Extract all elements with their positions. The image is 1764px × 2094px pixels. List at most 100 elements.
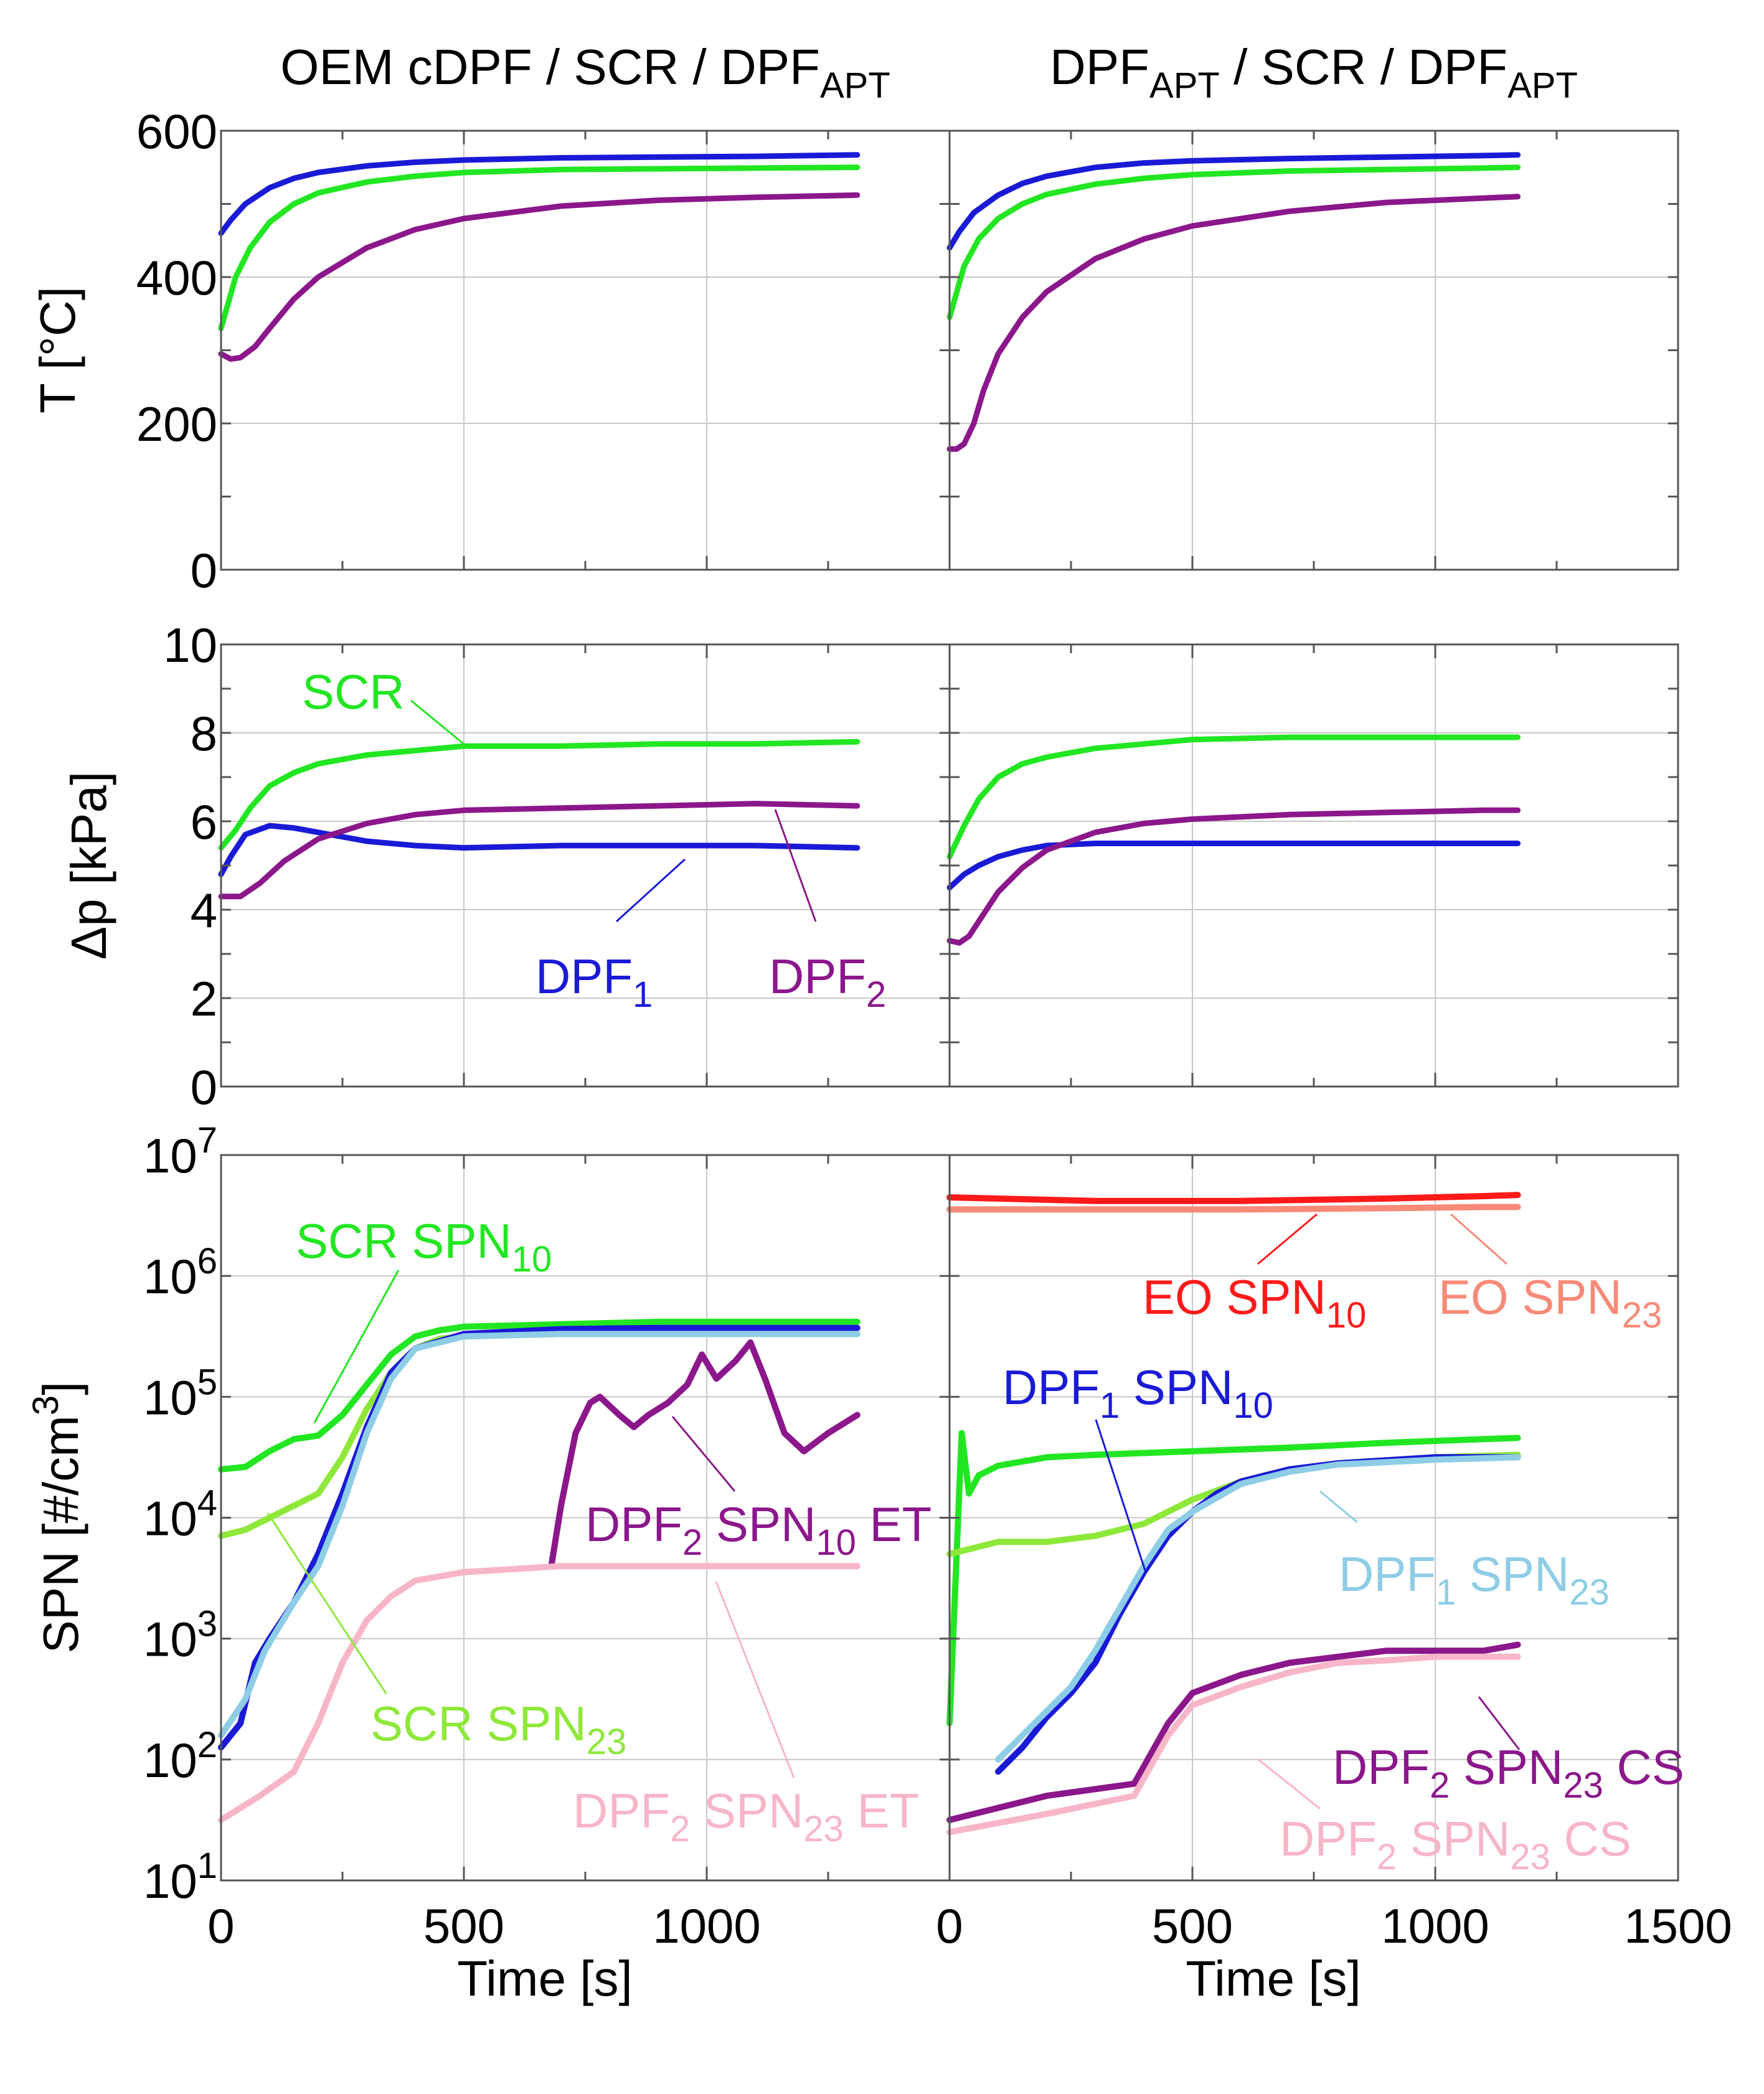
annotation-dpf2-spn23-cs-pink-part-0: DPF xyxy=(1280,1811,1377,1866)
x-tick-label: 1500 xyxy=(1624,1898,1732,1953)
annotation-scr: SCR xyxy=(302,664,405,719)
annotation-scr-spn10-part-0: SCR SPN xyxy=(296,1214,512,1268)
series-line-eo-spn10 xyxy=(946,1192,1521,1204)
annotation-dpf2-spn23-et: DPF2 SPN23 ET xyxy=(573,1783,919,1849)
y-tick-label-part-0: 10 xyxy=(143,1854,197,1908)
y-axis-label-spn-group: SPN [#/cm3] xyxy=(26,1382,88,1654)
leader-scr-spn23 xyxy=(266,1512,387,1694)
y-tick-label: 400 xyxy=(136,250,217,305)
annotation-eo-spn23: EO SPN23 xyxy=(1438,1270,1662,1336)
annotation-scr-spn23: SCR SPN23 xyxy=(370,1696,626,1762)
annotation-scr-part-0: SCR xyxy=(302,664,405,719)
annotation-dpf1-spn10: DPF1 SPN10 xyxy=(1002,1360,1273,1426)
y-axis-label-spn: SPN [#/cm3] xyxy=(26,1382,88,1654)
y-tick-label-part-0: 10 xyxy=(143,1249,197,1304)
x-tick-label: 0 xyxy=(207,1898,234,1953)
series-line-dpf2-spn23-et xyxy=(218,1563,861,1823)
series-line-dpf2 xyxy=(946,194,1521,452)
y-axis-label-spn-part-1: 3 xyxy=(26,1395,66,1415)
series-line-scr-spn23 xyxy=(946,1451,1521,1557)
x-tick-label: 1000 xyxy=(653,1898,761,1953)
y-tick-label-part-1: 6 xyxy=(197,1241,217,1281)
series-line-dpf1-spn23 xyxy=(218,1331,861,1738)
y-tick-label: 106 xyxy=(143,1241,217,1304)
annotation-dpf2-spn23-et-part-1: 2 xyxy=(670,1809,690,1849)
series-line-dpf1 xyxy=(946,841,1521,890)
y-tick-label-part-1: 2 xyxy=(197,1725,217,1765)
y-tick-label: 102 xyxy=(143,1725,217,1788)
annotation-dpf1-part-1: 1 xyxy=(633,974,653,1015)
y-tick-label-part-1: 3 xyxy=(197,1604,217,1644)
series-line-scr xyxy=(946,734,1521,860)
annotation-dpf2-spn23-cs-pink-part-2: SPN xyxy=(1397,1811,1510,1866)
annotation-dpf2-spn10-et-part-0: DPF xyxy=(585,1497,682,1552)
x-tick-label: 1000 xyxy=(1381,1898,1489,1953)
y-tick-label: 101 xyxy=(143,1846,217,1908)
series-line-dpf2-spn23-cs xyxy=(946,1641,1521,1823)
series-line-eo-spn23 xyxy=(946,1204,1521,1213)
annotation-dpf2-spn23-cs-pink-part-4: CS xyxy=(1550,1811,1631,1866)
annotation-dpf1-spn23-part-3: 23 xyxy=(1569,1572,1610,1613)
plot-frame xyxy=(948,643,1679,1088)
title-left-part-0: OEM cDPF / SCR / DPF xyxy=(280,39,820,95)
title-right-part-0: DPF xyxy=(1050,39,1149,95)
y-tick-label: 0 xyxy=(191,543,217,598)
y-tick-label: 105 xyxy=(143,1362,217,1425)
y-tick-label: 200 xyxy=(136,397,217,451)
annotation-dpf2-spn10-et-part-1: 2 xyxy=(682,1522,702,1563)
y-tick-label-part-0: 10 xyxy=(143,1128,197,1183)
series-line-scr-spn10 xyxy=(946,1430,1521,1727)
series-line-dpf1 xyxy=(218,823,861,877)
series-line-dpf2-spn23-cs-pink- xyxy=(946,1653,1521,1836)
annotation-dpf1-spn23-part-0: DPF xyxy=(1339,1547,1436,1601)
y-tick-label: 107 xyxy=(143,1120,217,1183)
leader-eo-spn23 xyxy=(1450,1213,1507,1265)
leader-dpf2-spn23-cs-dark xyxy=(1478,1696,1521,1750)
annotation-dpf2-spn10-et-part-2: SPN xyxy=(702,1497,816,1552)
annotation-dpf2-spn23-et-part-2: SPN xyxy=(690,1783,803,1838)
leader-dpf1-spn23 xyxy=(1319,1490,1358,1524)
y-tick-label-part-0: 10 xyxy=(143,1370,197,1425)
series-line-scr xyxy=(946,164,1521,321)
title-right-part-3: APT xyxy=(1507,65,1578,106)
series-line-dpf2 xyxy=(946,807,1521,946)
annotation-dpf1-part-0: DPF xyxy=(535,949,633,1004)
panel-top-right xyxy=(946,130,1679,571)
y-tick-label: 0 xyxy=(191,1060,217,1115)
y-tick-label: 600 xyxy=(136,104,217,159)
annotation-dpf2-spn10-et-part-4: ET xyxy=(856,1497,932,1552)
annotation-dpf2-spn10-et-part-3: 10 xyxy=(816,1522,856,1563)
series-line-dpf1-spn10 xyxy=(995,1454,1521,1775)
series-line-dpf1-spn23 xyxy=(995,1454,1521,1763)
annotation-dpf2-spn23-cs-pink: DPF2 SPN23 CS xyxy=(1280,1811,1631,1877)
annotation-eo-spn10: EO SPN10 xyxy=(1143,1270,1366,1336)
annotation-dpf2-spn23-cs-dark: DPF2 SPN23 CS xyxy=(1332,1740,1684,1806)
annotation-dpf2-spn23-et-part-4: ET xyxy=(844,1783,919,1838)
y-tick-label: 4 xyxy=(191,883,217,938)
annotation-dpf1-spn23-part-2: SPN xyxy=(1456,1547,1569,1601)
leader-dpf1-spn10 xyxy=(1095,1419,1147,1573)
x-tick-label: 500 xyxy=(423,1898,504,1953)
leader-dpf2 xyxy=(774,809,817,922)
series-line-dpf1 xyxy=(946,152,1521,251)
y-axis-label-spn-part-2: ] xyxy=(33,1382,88,1395)
annotation-dpf2: DPF2 xyxy=(769,949,886,1015)
y-axis-label-temperature: T [°C] xyxy=(30,286,85,413)
title-right-part-2: / SCR / DPF xyxy=(1220,39,1507,95)
leader-dpf2-spn23-et xyxy=(715,1581,795,1778)
y-tick-label: 10 xyxy=(163,618,217,672)
series-line-dpf2-spn10-et xyxy=(548,1339,861,1570)
y-tick-label: 103 xyxy=(143,1604,217,1667)
annotation-dpf1-spn10-part-0: DPF xyxy=(1002,1360,1100,1415)
y-tick-label-part-0: 10 xyxy=(143,1491,197,1546)
annotation-dpf1: DPF1 xyxy=(535,949,653,1015)
x-axis-label: Time [s] xyxy=(1186,1951,1361,2006)
x-tick-label: 0 xyxy=(936,1898,963,1953)
annotation-scr-spn23-part-1: 23 xyxy=(587,1722,627,1762)
leader-dpf2-spn10-et xyxy=(671,1416,736,1492)
annotation-dpf2-part-0: DPF xyxy=(769,949,866,1004)
annotation-dpf2-spn10-et: DPF2 SPN10 ET xyxy=(585,1497,932,1563)
annotation-dpf2-part-1: 2 xyxy=(866,974,886,1015)
